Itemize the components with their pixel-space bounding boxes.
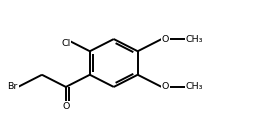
Text: Br: Br [8,82,18,91]
Text: CH₃: CH₃ [186,34,203,44]
Text: O: O [162,34,169,44]
Text: Cl: Cl [61,39,70,48]
Text: O: O [62,102,70,111]
Text: O: O [162,82,169,91]
Text: CH₃: CH₃ [186,82,203,91]
